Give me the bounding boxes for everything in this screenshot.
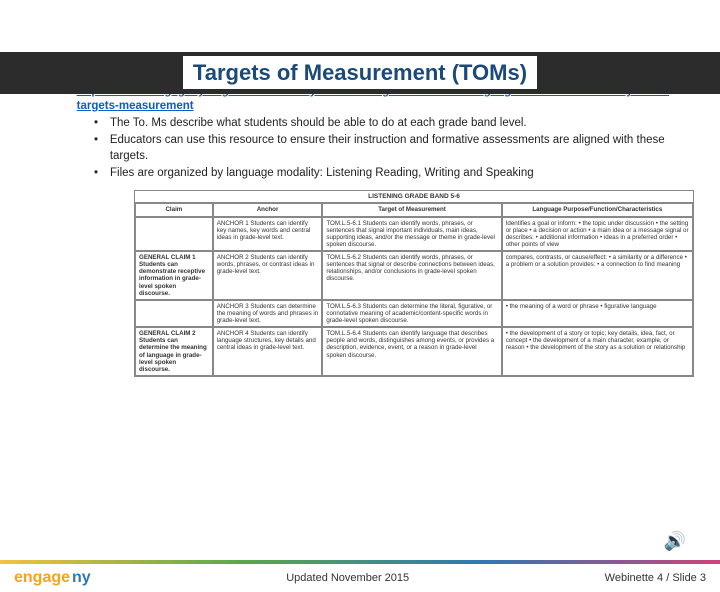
col-tom: Target of Measurement (322, 203, 501, 216)
footer-bar: engageny Updated November 2015 Webinette… (0, 560, 720, 592)
table-header-row: Claim Anchor Target of Measurement Langu… (135, 203, 693, 216)
engageny-logo: engageny (14, 569, 91, 587)
slide-title-box: Targets of Measurement (TOMs) (0, 60, 720, 86)
bullet-square: • (94, 133, 102, 164)
cell: ANCHOR 4 Students can identify language … (213, 327, 323, 376)
sub-bullet-3-text: Files are organized by language modality… (110, 166, 534, 182)
cell: ANCHOR 1 Students can identify key names… (213, 217, 323, 252)
table-row: GENERAL CLAIM 1 Students can demonstrate… (135, 251, 693, 300)
cell: GENERAL CLAIM 2 Students can determine t… (135, 327, 213, 376)
table-row: ANCHOR 3 Students can determine the mean… (135, 300, 693, 327)
bullet-square: • (94, 166, 102, 182)
sub-bullet-2-text: Educators can use this resource to ensur… (110, 133, 692, 164)
cell: TOM.L.5-6.4 Students can identify langua… (322, 327, 501, 376)
cell: ANCHOR 2 Students can identify words, ph… (213, 251, 323, 300)
col-claim: Claim (135, 203, 213, 216)
col-purpose: Language Purpose/Function/Characteristic… (502, 203, 693, 216)
table-row: ANCHOR 1 Students can identify key names… (135, 217, 693, 252)
sub-bullet-3: • Files are organized by language modali… (94, 166, 692, 182)
footer-updated: Updated November 2015 (286, 572, 409, 584)
footer-slide-number: Webinette 4 / Slide 3 (605, 572, 706, 584)
cell: • the meaning of a word or phrase • figu… (502, 300, 693, 327)
slide-title: Targets of Measurement (TOMs) (183, 56, 537, 89)
sub-bullet-1-text: The To. Ms describe what students should… (110, 116, 527, 132)
cell: TOM.L.5-6.2 Students can identify words,… (322, 251, 501, 300)
logo-part-engage: engage (14, 569, 70, 587)
cell: Identifies a goal or inform: • the topic… (502, 217, 693, 252)
sub-bullet-1: • The To. Ms describe what students shou… (94, 116, 692, 132)
cell: TOM.L.5-6.3 Students can determine the l… (322, 300, 501, 327)
cell (135, 300, 213, 327)
sub-bullet-2: • Educators can use this resource to ens… (94, 133, 692, 164)
bullet-square: • (94, 116, 102, 132)
cell: • the development of a story or topic; k… (502, 327, 693, 376)
col-anchor: Anchor (213, 203, 323, 216)
logo-part-ny: ny (72, 569, 91, 587)
cell (135, 217, 213, 252)
cell: ANCHOR 3 Students can determine the mean… (213, 300, 323, 327)
audio-icon: 🔊 (664, 531, 686, 552)
toms-table: LISTENING GRADE BAND 5-6 Claim Anchor Ta… (134, 190, 694, 377)
cell: TOM.L.5-6.1 Students can identify words,… (322, 217, 501, 252)
cell: GENERAL CLAIM 1 Students can demonstrate… (135, 251, 213, 300)
cell: compares, contrasts, or cause/effect: • … (502, 251, 693, 300)
table-row: GENERAL CLAIM 2 Students can determine t… (135, 327, 693, 376)
table-title: LISTENING GRADE BAND 5-6 (135, 191, 693, 203)
